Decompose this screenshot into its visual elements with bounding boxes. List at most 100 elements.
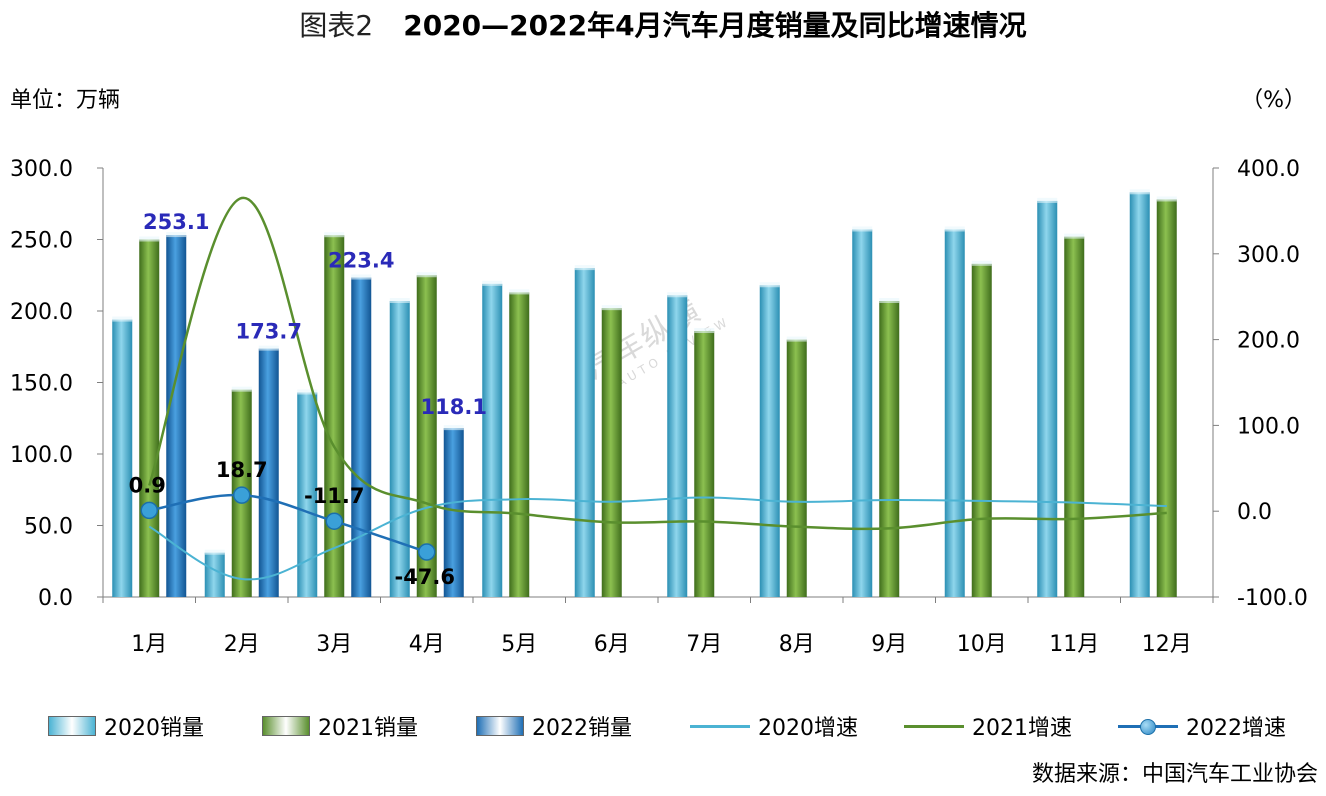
bar-2021销量 (416, 275, 437, 597)
left-axis-unit: 单位：万辆 (10, 88, 121, 113)
legend-label: 2021销量 (318, 716, 418, 741)
data-label-2022-sales: 223.4 (328, 249, 394, 273)
bar-top-2020销量 (297, 389, 318, 395)
x-axis-tick-label: 9月 (871, 632, 907, 657)
left-axis-tick-label: 0.0 (38, 586, 73, 611)
bar-2020销量 (389, 300, 410, 597)
x-axis-tick-label: 6月 (594, 632, 630, 657)
x-axis-tick-label: 12月 (1142, 632, 1192, 657)
chart-title-prefix: 图表2 (299, 9, 374, 42)
legend-line (690, 725, 750, 728)
data-label-2022-sales: 118.1 (421, 395, 487, 419)
bar-top-2022销量 (166, 232, 187, 238)
x-axis-tick-label: 10月 (957, 632, 1007, 657)
legend-swatch-bar (262, 716, 310, 736)
bar-2020销量 (112, 319, 133, 597)
right-axis-tick-label: -100.0 (1237, 586, 1308, 611)
bar-top-2021销量 (509, 289, 530, 295)
bar-top-2020销量 (112, 316, 133, 322)
bar-2021销量 (139, 239, 160, 597)
bar-2021销量 (324, 235, 345, 597)
bar-top-2020销量 (667, 292, 688, 298)
data-label-2022-sales: 173.7 (236, 320, 302, 344)
bar-top-2021销量 (231, 386, 252, 392)
data-label-2022-growth: 18.7 (216, 458, 268, 482)
bar-2021销量 (694, 331, 715, 597)
bar-top-2022销量 (443, 425, 464, 431)
bar-top-2020销量 (759, 282, 780, 288)
line-2021增速 (148, 196, 1167, 531)
legend-label: 2020增速 (758, 716, 858, 741)
bar-top-2020销量 (574, 265, 595, 271)
point-2022-growth (140, 501, 158, 520)
data-source: 数据来源：中国汽车工业协会 (1031, 762, 1318, 787)
legend-marker (1140, 719, 1156, 735)
bar-top-2021销量 (416, 272, 437, 278)
x-axis-tick-label: 5月 (501, 632, 537, 657)
bar-2022销量 (166, 235, 187, 597)
legend-swatch-bar (48, 716, 96, 736)
x-axis-tick-label: 4月 (409, 632, 445, 657)
bar-2020销量 (759, 285, 780, 597)
legend-item: 2020销量 (48, 706, 204, 746)
bar-2021销量 (879, 300, 900, 597)
bar-2021销量 (1156, 199, 1177, 597)
data-label-2022-growth: -11.7 (304, 484, 365, 508)
bar-2021销量 (786, 339, 807, 597)
left-axis-tick-label: 100.0 (10, 443, 73, 468)
legend-swatch-line (690, 717, 750, 735)
bar-top-2022销量 (258, 345, 279, 351)
x-axis-tick-label: 7月 (686, 632, 722, 657)
data-label-2022-sales: 253.1 (143, 210, 209, 234)
right-axis-tick-label: 400.0 (1237, 157, 1300, 182)
bar-top-2021销量 (879, 297, 900, 303)
bar-2022销量 (443, 428, 464, 597)
bar-2021销量 (1064, 236, 1085, 597)
left-axis-tick-label: 250.0 (10, 229, 73, 254)
right-axis-tick-label: 0.0 (1237, 500, 1272, 525)
bar-2021销量 (971, 263, 992, 597)
bar-top-2020销量 (389, 297, 410, 303)
right-axis-tick-label: 300.0 (1237, 243, 1300, 268)
point-2022-growth (418, 543, 436, 561)
bar-top-2021销量 (1064, 233, 1085, 239)
bar-2021销量 (601, 308, 622, 597)
left-axis-tick-label: 150.0 (10, 372, 73, 397)
bar-top-2020销量 (482, 280, 503, 286)
point-2022-growth (233, 486, 251, 504)
bar-top-2021销量 (786, 336, 807, 342)
data-label-2022-growth: 0.9 (129, 473, 166, 497)
right-axis-tick-label: 200.0 (1237, 329, 1300, 354)
bar-2020销量 (1037, 200, 1058, 597)
x-axis-tick-label: 8月 (779, 632, 815, 657)
bar-top-2021销量 (601, 305, 622, 311)
right-axis-tick-label: 100.0 (1237, 414, 1300, 439)
bar-top-2021销量 (139, 236, 160, 242)
bar-2020销量 (482, 283, 503, 597)
chart-legend: 2020销量 2021销量 2022销量 2020增速 2021增速 2022增速 (0, 706, 1326, 746)
bar-top-2020销量 (204, 549, 225, 555)
legend-swatch-bar (476, 716, 524, 736)
bar-2022销量 (258, 348, 279, 597)
bar-2020销量 (852, 229, 873, 598)
x-axis-tick-label: 11月 (1049, 632, 1099, 657)
right-axis-unit: （%） (1241, 88, 1306, 113)
bar-2020销量 (574, 268, 595, 597)
legend-label: 2022增速 (1186, 716, 1286, 741)
data-label-2022-growth: -47.6 (394, 565, 455, 589)
line-2022增速 (149, 493, 428, 554)
left-axis-tick-label: 200.0 (10, 300, 73, 325)
sales-chart: 0.0 50.0 100.0 150.0 200.0 250.0 300.0 -100.0 0.… (10, 157, 1308, 657)
left-axis-tick-label: 50.0 (24, 515, 73, 540)
legend-item: 2022销量 (476, 706, 632, 746)
point-2022-growth (325, 512, 343, 530)
bar-2021销量 (509, 292, 530, 597)
bar-top-2021销量 (971, 260, 992, 266)
chart-title-main: 2020—2022年4月汽车月度销量及同比增速情况 (403, 9, 1027, 42)
legend-item: 2022增速 (1118, 706, 1286, 746)
left-axis-tick-label: 300.0 (10, 157, 73, 182)
bar-2020销量 (297, 392, 318, 597)
x-axis-tick-label: 3月 (316, 632, 352, 657)
legend-line (904, 725, 964, 728)
bar-top-2022销量 (351, 274, 372, 280)
